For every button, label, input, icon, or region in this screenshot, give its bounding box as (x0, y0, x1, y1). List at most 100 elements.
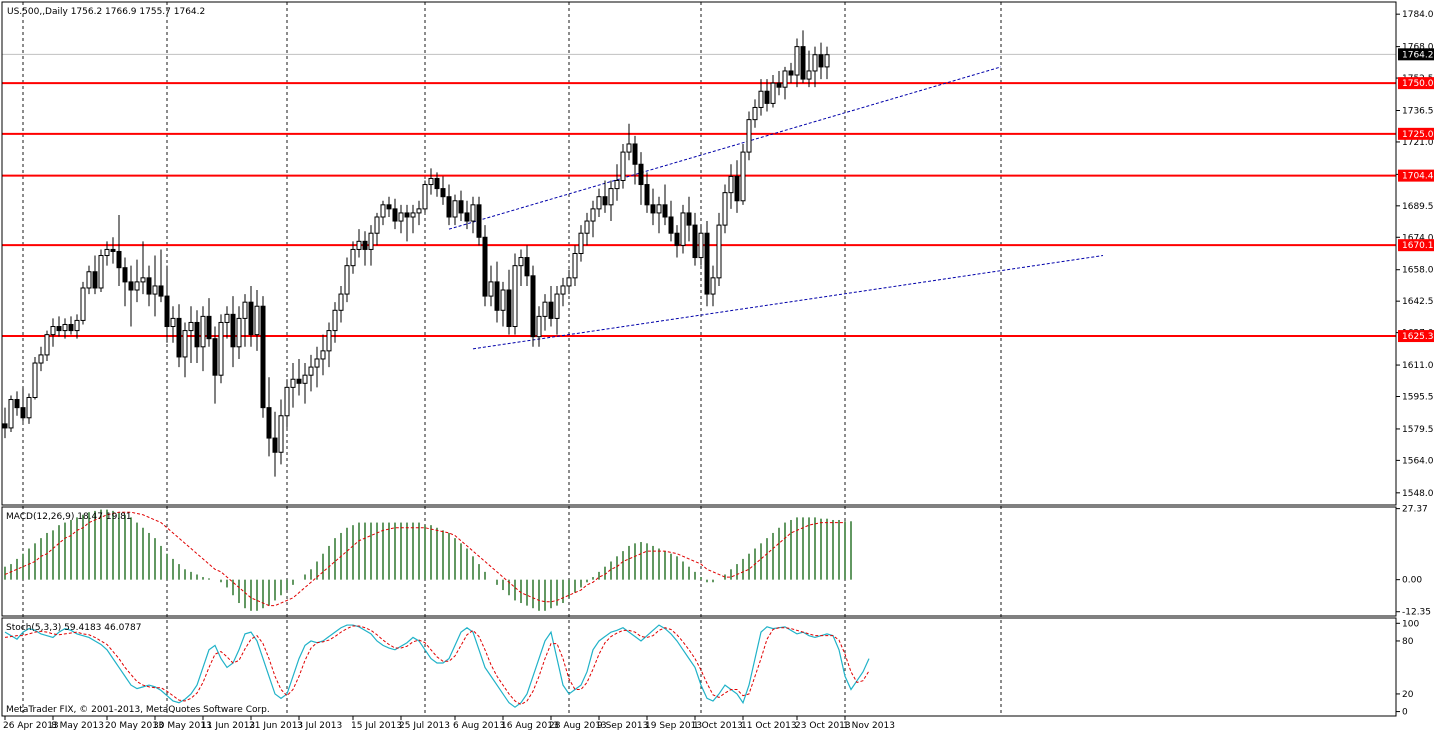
time-axis-label: 15 Jul 2013 (351, 721, 402, 731)
candle-body (806, 70, 812, 80)
candle (104, 241, 110, 266)
candle-body (134, 281, 140, 291)
candle-body (644, 184, 650, 206)
candle-body (176, 317, 182, 358)
candle (428, 168, 434, 195)
candle (806, 50, 812, 88)
candle (110, 237, 116, 264)
candle-body (200, 315, 206, 348)
trendline-1 (448, 66, 1002, 230)
candle-body (686, 212, 692, 226)
candle-body (128, 281, 134, 291)
candle (176, 304, 182, 368)
candle-body (710, 277, 716, 295)
candle (710, 265, 716, 307)
candle (122, 257, 128, 307)
candle-body (272, 437, 278, 453)
stoch-panel-frame (1, 617, 1397, 717)
candle-body (446, 196, 452, 218)
candle-body (344, 265, 350, 295)
candle (476, 196, 482, 246)
candle (602, 180, 608, 213)
price-tick-label: 1579.5 (1402, 425, 1434, 435)
level-price-tag: 1704.4 (1398, 169, 1434, 182)
level-price-tag-bg (1398, 330, 1434, 343)
candle (578, 225, 584, 262)
macd-panel-frame (1, 506, 1397, 617)
price-tick-label: 1784.0 (1402, 10, 1434, 20)
candle (344, 257, 350, 303)
candle (314, 346, 320, 388)
candle-body (782, 70, 788, 88)
candle-body (716, 224, 722, 279)
candle (434, 172, 440, 197)
level-price-tag: 1725.0 (1398, 127, 1434, 140)
panel-labels: US.500,,Daily 1756.2 1766.9 1755.7 1764.… (6, 7, 270, 715)
candle-body (122, 267, 128, 283)
candle (20, 387, 26, 422)
candle-body (314, 358, 320, 368)
candle-body (638, 163, 644, 186)
price-panel-frame (1, 1, 1397, 506)
candle (704, 221, 710, 307)
candle-body (212, 338, 218, 376)
candle-body (116, 250, 122, 269)
candle-body (776, 82, 782, 88)
candle-body (14, 399, 20, 409)
candle-body (746, 119, 752, 153)
level-price-tag: 1750.0 (1398, 77, 1434, 90)
level-price-tag: 1670.1 (1398, 239, 1434, 252)
candle (626, 123, 632, 161)
candle-body (404, 212, 410, 218)
price-tick-label: 1736.5 (1402, 107, 1434, 117)
candle (554, 285, 560, 335)
candle (464, 200, 470, 230)
price-tick-label: 1595.5 (1402, 392, 1434, 402)
candle-body (680, 212, 686, 246)
candle (398, 204, 404, 234)
candle-body (152, 285, 158, 295)
candle-body (368, 232, 374, 250)
candle (446, 184, 452, 226)
candle-body (566, 277, 572, 287)
candle (752, 99, 758, 128)
candle (392, 198, 398, 230)
time-axis-label: 11 Jun 2013 (201, 721, 255, 731)
stoch-main-line (4, 624, 870, 708)
price-tick-label: 1768.0 (1402, 43, 1434, 53)
candle-body (650, 204, 656, 214)
candle (26, 393, 32, 424)
candle-body (284, 386, 290, 417)
candle-body (74, 319, 80, 332)
candle (332, 302, 338, 343)
stoch-signal-line (4, 625, 870, 706)
time-axis-label: 3 Jul 2013 (297, 721, 342, 731)
candle (824, 46, 830, 80)
time-axis-label: 16 Aug 2013 (501, 721, 559, 731)
candle (164, 265, 170, 343)
candle-body (98, 255, 104, 289)
candle-body (380, 204, 386, 218)
stoch-tick-label: 80 (1402, 637, 1414, 647)
candle (680, 204, 686, 254)
candle-body (500, 289, 506, 311)
candle-body (770, 82, 776, 104)
candle-body (398, 212, 404, 222)
candle (416, 200, 422, 226)
candle (2, 407, 8, 439)
candle-body (320, 350, 326, 360)
candle-body (548, 301, 554, 319)
candle (290, 363, 296, 408)
candle-body (614, 179, 620, 190)
candle-body (302, 374, 308, 384)
candle (482, 225, 488, 307)
price-tick-label: 1642.5 (1402, 297, 1434, 307)
candle (230, 296, 236, 368)
candle-body (50, 326, 56, 336)
candle (722, 184, 728, 234)
candle (764, 79, 770, 112)
candle-body (674, 232, 680, 246)
candle (698, 225, 704, 266)
candle (758, 79, 764, 116)
